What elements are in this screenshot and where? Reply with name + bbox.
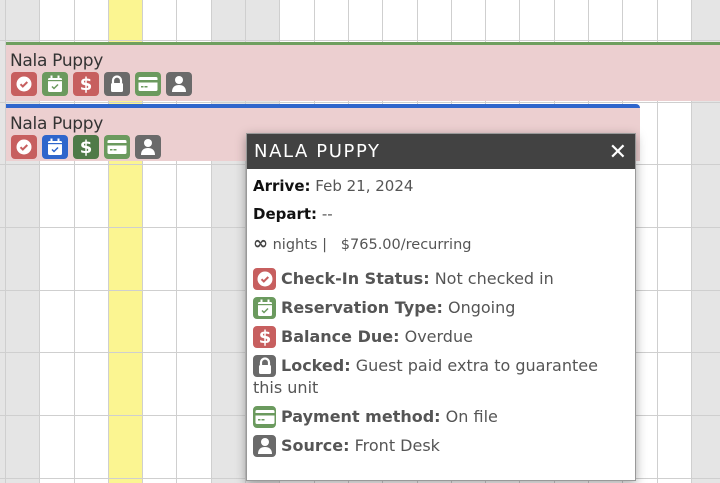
detail-row: Payment method: On file (253, 406, 629, 428)
detail-text: Balance Due: Overdue (281, 326, 473, 348)
reservation-bar[interactable]: Nala Puppy $ (6, 42, 720, 101)
arrive-line: Arrive: Feb 21, 2024 (253, 177, 629, 195)
tooltip-title: NALA PUPPY (254, 141, 381, 162)
detail-text: Check-In Status: Not checked in (281, 268, 554, 290)
detail-label: Locked: (281, 356, 351, 375)
price-text: $765.00/recurring (340, 237, 472, 253)
detail-text: Payment method: On file (281, 406, 498, 428)
check-circle-icon (253, 268, 276, 290)
credit-card-icon (104, 135, 130, 159)
detail-value: Ongoing (448, 298, 516, 317)
reservation-tooltip: NALA PUPPY ✕ Arrive: Feb 21, 2024 Depart… (246, 133, 636, 481)
svg-text:$: $ (80, 137, 93, 157)
detail-text: Source: Front Desk (281, 435, 440, 457)
arrive-label: Arrive: (253, 177, 311, 195)
calendar-check-icon (253, 297, 276, 319)
tooltip-details: Check-In Status: Not checked in Reservati… (253, 268, 629, 457)
reservation-guest-name: Nala Puppy (10, 51, 104, 71)
detail-text: Locked: Guest paid extra to guarantee th… (253, 356, 598, 397)
reservation-status-icons: $ (11, 72, 192, 96)
reservation-status-icons: $ (11, 135, 161, 159)
detail-label: Check-In Status: (281, 269, 430, 288)
svg-text:$: $ (80, 74, 93, 94)
user-icon (135, 135, 161, 159)
svg-text:$: $ (258, 327, 271, 347)
reservation-guest-name: Nala Puppy (10, 114, 104, 134)
check-circle-icon (11, 72, 37, 96)
detail-label: Reservation Type: (281, 298, 443, 317)
depart-value: -- (321, 205, 333, 223)
grid-column (0, 0, 6, 483)
lock-icon (253, 355, 276, 377)
detail-row: Reservation Type: Ongoing (253, 297, 629, 319)
calendar-check-icon (42, 72, 68, 96)
detail-value: Not checked in (434, 269, 554, 288)
user-icon (253, 435, 276, 457)
grid-row-line (0, 102, 720, 103)
arrive-value: Feb 21, 2024 (315, 177, 414, 195)
depart-line: Depart: -- (253, 205, 629, 223)
nights-text: nights | (272, 237, 327, 253)
credit-card-icon (253, 406, 276, 428)
lock-icon (104, 72, 130, 96)
dollar-icon: $ (73, 135, 99, 159)
detail-text: Reservation Type: Ongoing (281, 297, 515, 319)
detail-label: Payment method: (281, 407, 441, 426)
detail-value: Front Desk (354, 436, 440, 455)
grid-row-line (0, 40, 720, 41)
detail-row: Source: Front Desk (253, 435, 629, 457)
dollar-icon: $ (73, 72, 99, 96)
infinity-icon: ∞ (253, 233, 268, 254)
detail-value: On file (445, 407, 498, 426)
nights-line: ∞ nights | $765.00/recurring (253, 233, 629, 254)
detail-value: Guest paid extra to guarantee this unit (253, 356, 598, 397)
detail-row: Locked: Guest paid extra to guarantee th… (253, 355, 629, 399)
credit-card-icon (135, 72, 161, 96)
check-circle-icon (11, 135, 37, 159)
user-icon (166, 72, 192, 96)
detail-row: $ Balance Due: Overdue (253, 326, 629, 348)
detail-label: Balance Due: (281, 327, 400, 346)
depart-label: Depart: (253, 205, 318, 223)
close-icon[interactable]: ✕ (608, 138, 627, 164)
tooltip-header: NALA PUPPY ✕ (247, 134, 635, 169)
calendar-check-icon (42, 135, 68, 159)
dollar-icon: $ (253, 326, 276, 348)
detail-label: Source: (281, 436, 350, 455)
detail-row: Check-In Status: Not checked in (253, 268, 629, 290)
detail-value: Overdue (404, 327, 473, 346)
